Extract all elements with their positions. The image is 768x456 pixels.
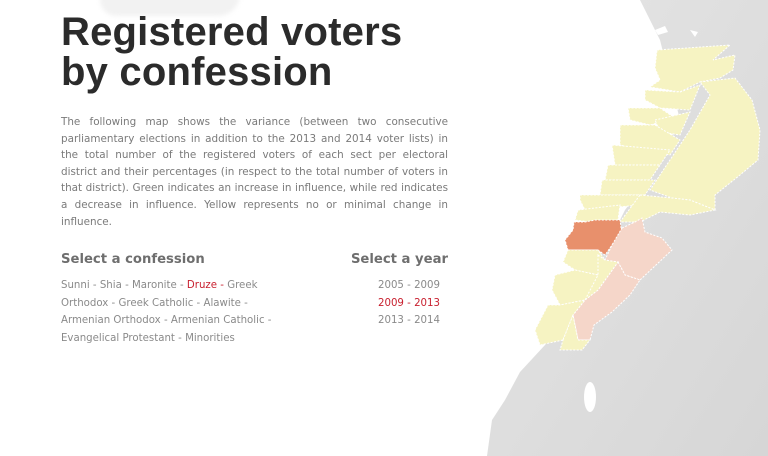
title-line-1: Registered voters (61, 10, 403, 54)
district-jbeil[interactable] (604, 164, 661, 181)
separator: - (121, 280, 132, 292)
district-zahle[interactable] (619, 194, 717, 223)
confession-options: Sunni - Shia - Maronite - Druze - Greek … (61, 277, 276, 347)
separator: - (176, 280, 187, 292)
district-minieh[interactable] (644, 84, 701, 111)
content-panel: Registered voters by confession The foll… (61, 12, 448, 348)
separator: - (160, 315, 171, 327)
separator: - (264, 315, 272, 327)
district-hermel-baalbek[interactable] (649, 77, 761, 211)
year-selector-title: Select a year (350, 252, 448, 268)
separator: - (89, 280, 100, 292)
confession-option-armenian-catholic[interactable]: Armenian Catholic (170, 315, 265, 327)
confession-option-minorities[interactable]: Minorities (185, 332, 235, 344)
selectors: Select a confession Sunni - Shia - Maron… (61, 252, 448, 347)
year-selector: Select a year 2005 - 2009 2009 - 2013 20… (351, 252, 448, 347)
district-kesrouan[interactable] (599, 179, 656, 196)
confession-option-maronite[interactable]: Maronite (131, 280, 177, 292)
title-line-2: by confession (61, 50, 333, 94)
confession-option-greek-orthodox[interactable]: Greek Orthodox (61, 280, 258, 309)
separator: - (217, 280, 228, 292)
district-zahrani[interactable] (551, 269, 599, 306)
district-bint-jbeil[interactable] (559, 313, 592, 351)
confession-option-alawite[interactable]: Alawite (203, 297, 241, 309)
district-hasbaya-marjayoun[interactable] (572, 261, 641, 341)
confession-option-shia[interactable]: Shia (99, 280, 122, 292)
page-title: Registered voters by confession (61, 12, 448, 92)
separator: - (193, 297, 204, 309)
faded-map-fragment (100, 0, 240, 16)
district-tyre[interactable] (534, 299, 587, 346)
district-saida[interactable] (562, 249, 606, 276)
year-option-2013-2014[interactable]: 2013 - 2014 (377, 315, 440, 327)
year-option-2009-2013[interactable]: 2009 - 2013 (377, 297, 440, 309)
confession-option-sunni[interactable]: Sunni (61, 280, 90, 292)
confession-option-druze[interactable]: Druze (186, 280, 218, 292)
district-batroun[interactable] (611, 144, 671, 166)
district-akkar[interactable] (648, 44, 736, 93)
year-option-2005-2009[interactable]: 2005 - 2009 (377, 280, 440, 292)
separator: - (108, 297, 119, 309)
separator: - (174, 332, 186, 344)
district-aley-chouf[interactable] (564, 219, 623, 256)
confession-selector-title: Select a confession (61, 252, 205, 268)
confession-option-greek-catholic[interactable]: Greek Catholic (118, 297, 194, 309)
district-metn[interactable] (579, 194, 646, 211)
confession-selector: Select a confession Sunni - Shia - Maron… (61, 252, 276, 347)
confession-option-evangelical-protestant[interactable]: Evangelical Protestant (61, 332, 175, 344)
description-text: The following map shows the variance (be… (61, 116, 448, 228)
separator: - (240, 297, 248, 309)
confession-option-armenian-orthodox[interactable]: Armenian Orthodox (61, 315, 161, 327)
year-options: 2005 - 2009 2009 - 2013 2013 - 2014 (351, 277, 448, 330)
